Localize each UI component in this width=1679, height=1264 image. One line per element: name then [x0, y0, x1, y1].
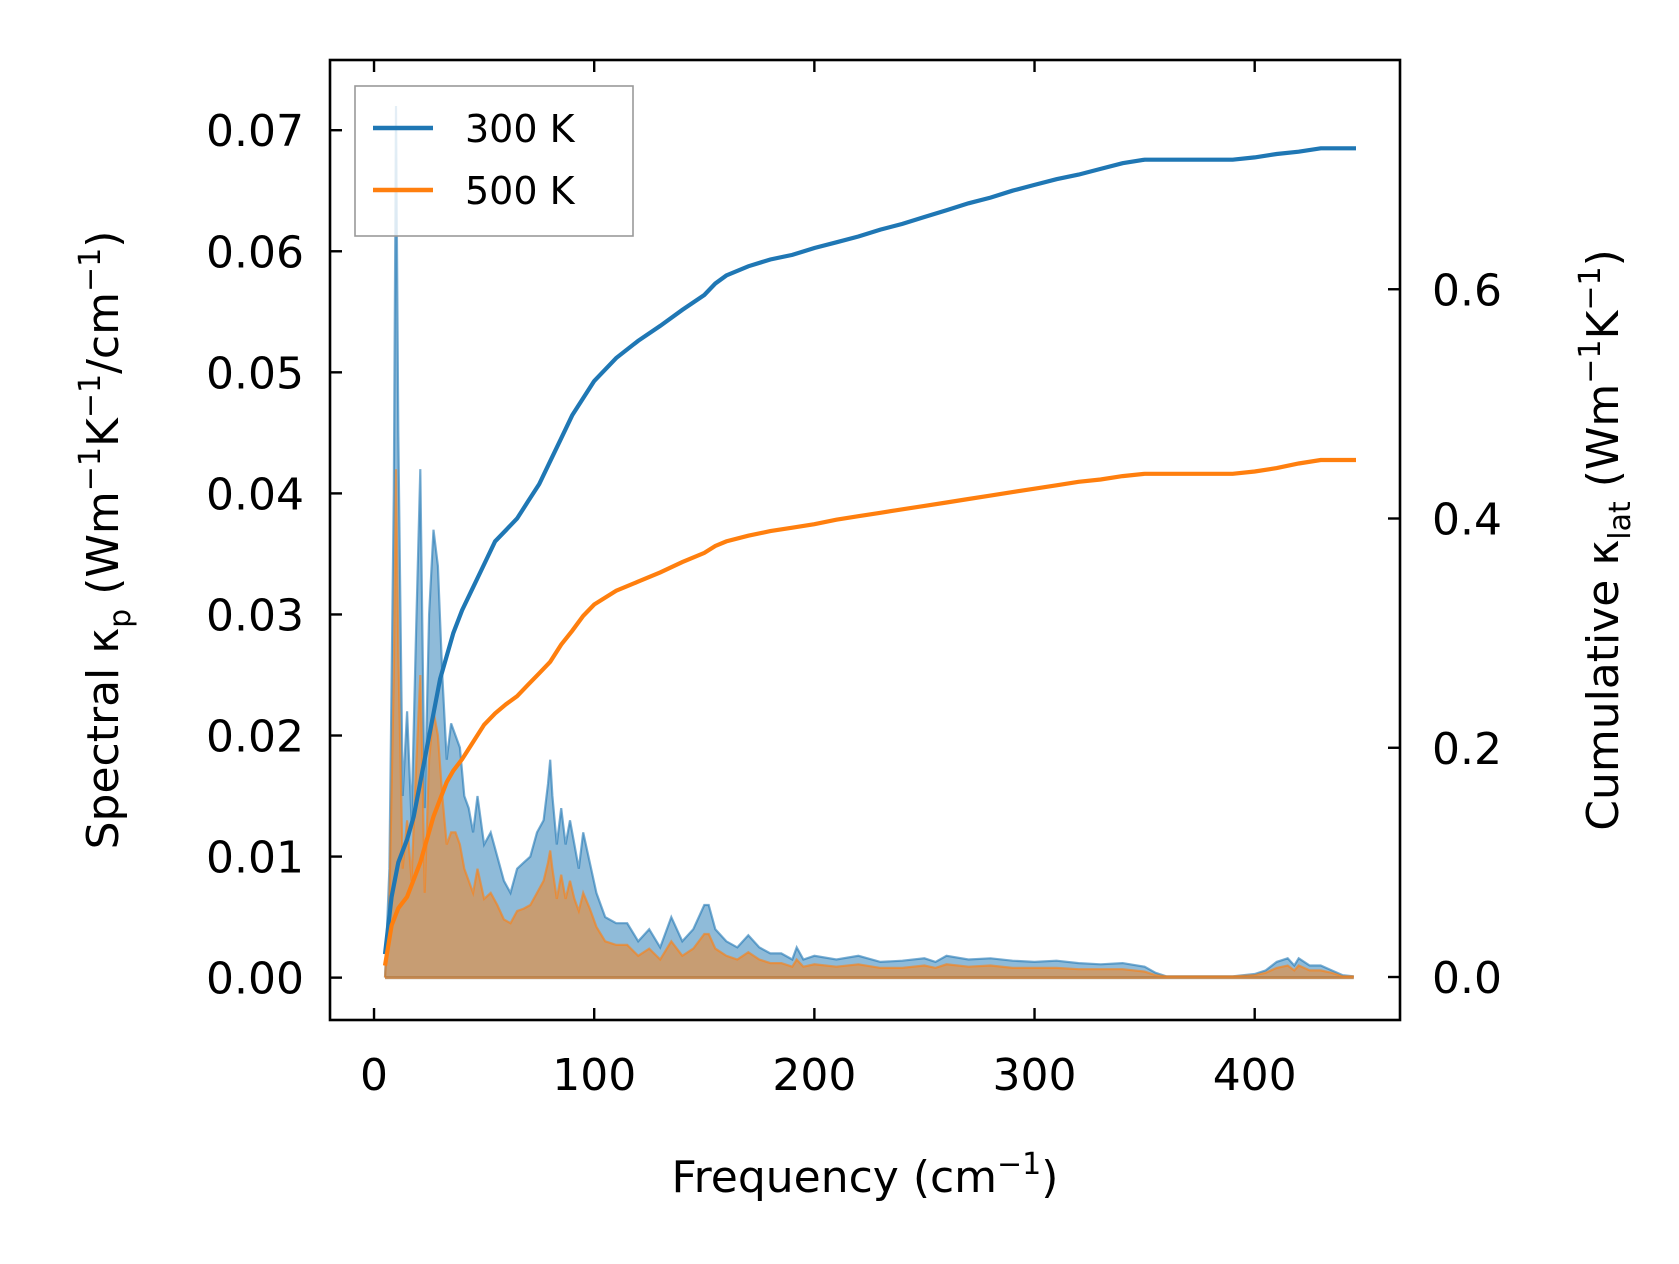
- y-left-tick-label: 0.06: [206, 227, 304, 278]
- legend-label-300k: 300 K: [465, 107, 576, 151]
- spectral-line-layer: [383, 105, 1354, 980]
- spectral-line-500k: [383, 469, 1354, 978]
- y-left-tick-label: 0.04: [206, 469, 304, 520]
- x-tick-label: 300: [993, 1050, 1077, 1101]
- y-right-tick-label: 0.0: [1432, 953, 1502, 1004]
- x-tick-label: 400: [1213, 1050, 1297, 1101]
- y-left-tick-label: 0.07: [206, 106, 304, 157]
- y-left-tick-label: 0.03: [206, 590, 304, 641]
- spectral-fill-500k: [385, 469, 1354, 978]
- y-right-tick-label: 0.4: [1432, 495, 1502, 546]
- x-tick-label: 200: [772, 1050, 856, 1101]
- y-left-tick-label: 0.02: [206, 712, 304, 763]
- x-axis-title: Frequency (cm−1): [672, 1147, 1059, 1203]
- y-left-tick-label: 0.05: [206, 348, 304, 399]
- spectral-line-300k: [383, 105, 1354, 978]
- y-right-tick-label: 0.6: [1432, 265, 1502, 316]
- x-tick-label: 0: [360, 1050, 388, 1101]
- cumulative-line-layer: [382, 146, 1356, 966]
- legend-box: [354, 85, 634, 237]
- y-axis-left-title: Spectral κp (Wm−1K−1/cm−1): [73, 231, 138, 850]
- cumulative-line-300k: [382, 146, 1356, 955]
- x-tick-label: 100: [552, 1050, 636, 1101]
- y-axis-right: 0.0 0.2 0.4 0.6: [1388, 265, 1502, 1004]
- cumulative-line-500k: [382, 457, 1356, 966]
- y-right-tick-label: 0.2: [1432, 724, 1502, 775]
- legend: 300 K 500 K: [354, 85, 634, 237]
- legend-label-500k: 500 K: [465, 169, 576, 213]
- y-left-tick-label: 0.00: [206, 954, 304, 1005]
- y-axis-right-title: Cumulative κlat (Wm−1K−1): [1573, 249, 1638, 831]
- y-axis-left: 0.00 0.01 0.02 0.03 0.04 0.05 0.06 0.07: [206, 106, 342, 1005]
- plot-frame: [328, 58, 1402, 1022]
- x-axis: 0 100 200 300 400: [360, 60, 1297, 1101]
- y-left-tick-label: 0.01: [206, 833, 304, 884]
